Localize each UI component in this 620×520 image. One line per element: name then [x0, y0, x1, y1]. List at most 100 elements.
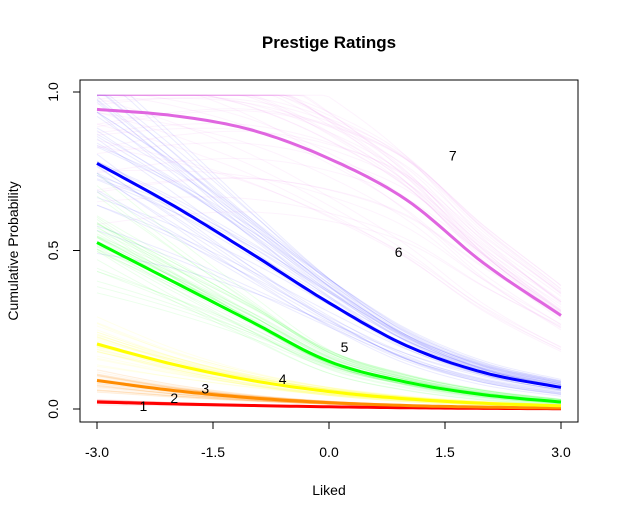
series-5-draw — [96, 99, 562, 391]
series-5-draw — [96, 166, 562, 393]
x-tick-label: 1.5 — [435, 444, 455, 460]
series-5-draw — [96, 172, 562, 397]
series-4-draw — [96, 223, 562, 401]
series-6-draw — [97, 94, 562, 311]
series-6-draw — [97, 94, 562, 321]
series-curves — [96, 107, 562, 411]
series-5-draws — [96, 94, 562, 397]
series-3-draw — [96, 347, 562, 408]
series-5-draw — [96, 252, 562, 389]
curve-label-7: 7 — [449, 147, 457, 163]
y-tick-label: 1.0 — [45, 82, 61, 102]
x-axis-label: Liked — [312, 482, 345, 498]
series-6-draw — [97, 94, 562, 304]
series-5-draw — [96, 178, 562, 383]
series-5-draw — [96, 135, 562, 386]
series-4-draw — [96, 250, 562, 406]
series-6-draw — [96, 97, 562, 349]
chart-title: Prestige Ratings — [262, 33, 396, 52]
series-5-draw — [96, 153, 562, 396]
curve-labels: 1 2 3 4 5 6 7 — [140, 147, 457, 413]
series-3-draw — [96, 350, 562, 408]
series-6-draw — [97, 94, 562, 294]
series-6-draw — [97, 94, 562, 326]
series-6-draw — [96, 177, 562, 314]
series-6-draw — [96, 112, 562, 329]
series-4-draw — [96, 230, 562, 404]
series-6-draw — [97, 94, 562, 292]
series-5-draw — [96, 111, 562, 384]
series-5-draw — [96, 229, 562, 392]
series-5-draw — [97, 94, 562, 387]
series-5-draw — [96, 146, 562, 382]
series-5-draw — [96, 179, 562, 385]
series-3-draw — [96, 343, 562, 406]
series-5-draw — [96, 165, 562, 395]
series-6-draw — [97, 94, 562, 315]
series-6-draw — [97, 94, 562, 303]
series-4-line — [96, 241, 562, 404]
series-5-draw — [97, 94, 562, 387]
y-axis: 0.0 0.5 1.0 — [45, 82, 81, 419]
curve-label-1: 1 — [140, 398, 148, 414]
series-6-draw — [97, 94, 562, 303]
series-5-draw — [97, 94, 562, 389]
series-6-draw — [96, 97, 562, 295]
series-4-draw — [96, 230, 562, 401]
series-4-draw — [96, 237, 562, 402]
series-6-draw — [96, 123, 562, 297]
y-tick-label: 0.5 — [45, 241, 61, 261]
series-5-draw — [96, 111, 562, 391]
series-6-draw — [97, 94, 562, 312]
series-3-draw — [96, 349, 562, 408]
series-4-draw — [96, 241, 562, 405]
series-4-draw — [96, 245, 562, 400]
x-tick-label: -3.0 — [85, 444, 109, 460]
series-5-draw — [96, 189, 562, 394]
curve-label-5: 5 — [341, 339, 349, 355]
series-3-line — [96, 342, 562, 408]
curve-label-6: 6 — [395, 244, 403, 260]
series-6-draw — [96, 211, 562, 327]
series-6-draw — [97, 94, 562, 311]
x-tick-label: 0.0 — [319, 444, 339, 460]
series-4-draw — [96, 227, 562, 401]
series-4-draw — [96, 218, 562, 405]
series-4-draw — [96, 259, 562, 406]
series-5-line — [96, 161, 562, 389]
series-6-draw — [96, 139, 562, 351]
series-6-draw — [97, 94, 562, 313]
series-5-draw — [96, 145, 562, 380]
series-6-draw — [96, 196, 562, 328]
series-6-draw — [97, 169, 562, 325]
series-6-draw — [97, 94, 562, 316]
series-4-draw — [96, 222, 562, 404]
series-6-draw — [96, 157, 562, 306]
series-5-draw — [96, 133, 562, 384]
series-5-draw — [96, 130, 562, 387]
series-6-draw — [96, 123, 562, 352]
curve-label-2: 2 — [170, 390, 178, 406]
series-4-draw — [96, 225, 562, 405]
series-6-draw — [96, 94, 562, 290]
series-5-draw — [96, 142, 562, 384]
series-6-draw — [96, 108, 562, 286]
series-4-draw — [96, 223, 562, 401]
series-5-draw — [97, 94, 562, 385]
x-tick-label: 3.0 — [551, 444, 571, 460]
x-tick-label: -1.5 — [201, 444, 225, 460]
series-6-draw — [96, 97, 562, 290]
series-5-draw — [96, 204, 562, 391]
series-4-draw — [96, 172, 562, 402]
series-3-draw — [96, 344, 562, 408]
series-5-draw — [96, 98, 562, 387]
series-4-draw — [96, 195, 562, 402]
series-6-draws — [96, 94, 562, 352]
series-6-draw — [96, 145, 562, 348]
series-5-draw — [96, 191, 562, 395]
series-5-draw — [96, 115, 562, 386]
series-5-draw — [96, 127, 562, 382]
series-6-draw — [97, 94, 562, 316]
series-4-draw — [96, 249, 562, 405]
